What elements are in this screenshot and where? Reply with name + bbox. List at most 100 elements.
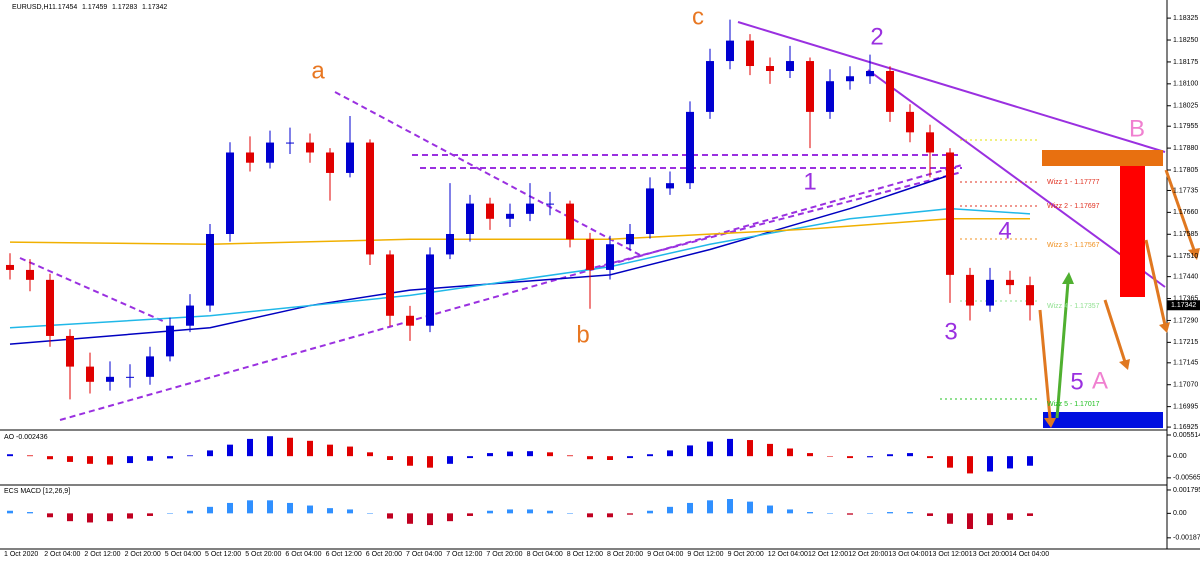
- histogram-bar: [1027, 456, 1033, 466]
- candle-body: [386, 254, 394, 316]
- y-tick-label: 1.18175: [1173, 59, 1198, 66]
- histogram-bar: [607, 513, 613, 518]
- y-tick-label: 1.16995: [1173, 403, 1198, 410]
- candle-body: [1026, 285, 1034, 306]
- histogram-bar: [387, 513, 393, 519]
- y-tick-label: 0.0017951: [1173, 487, 1200, 494]
- y-tick-label: 1.17215: [1173, 339, 1198, 346]
- histogram-bar: [807, 512, 813, 514]
- histogram-bar: [627, 513, 633, 515]
- histogram-bar: [167, 513, 173, 514]
- candle-body: [446, 233, 454, 255]
- drawings: [19, 21, 1200, 428]
- histogram-bar: [7, 510, 13, 514]
- candle-body: [946, 152, 954, 275]
- histogram-bar: [727, 438, 733, 457]
- candle-body: [986, 279, 994, 306]
- candle-body: [686, 111, 694, 184]
- x-tick-label: 2 Oct 12:00: [84, 551, 120, 558]
- candle-body: [586, 239, 594, 270]
- histogram-bar: [127, 456, 133, 464]
- x-tick-label: 9 Oct 20:00: [728, 551, 764, 558]
- x-tick-label: 13 Oct 12:00: [929, 551, 969, 558]
- histogram-bar: [947, 513, 953, 524]
- y-tick-label: 0.005514: [1173, 432, 1200, 439]
- histogram-bar: [67, 513, 73, 522]
- wave-label: b: [576, 321, 589, 348]
- candle-body: [646, 188, 654, 234]
- macd-title: ECS MACD [12,26,9]: [4, 488, 70, 495]
- histogram-bar: [567, 455, 573, 457]
- histogram-bar: [687, 445, 693, 457]
- y-tick-label: 1.18325: [1173, 15, 1198, 22]
- histogram-bar: [507, 451, 513, 457]
- wave-label: 4: [998, 217, 1011, 244]
- histogram-bar: [1007, 513, 1013, 520]
- x-tick-label: 6 Oct 20:00: [366, 551, 402, 558]
- candle-body: [466, 203, 474, 234]
- x-tick-label: 1 Oct 2020: [4, 551, 38, 558]
- wave-label: 5: [1070, 368, 1083, 395]
- histogram-bar: [87, 456, 93, 464]
- histogram-bar: [47, 513, 53, 518]
- histogram-bar: [787, 509, 793, 514]
- x-tick-label: 12 Oct 20:00: [848, 551, 888, 558]
- header-value: 1.17454: [52, 4, 77, 11]
- histogram-bar: [987, 456, 993, 472]
- candle-body: [346, 142, 354, 173]
- candle-body: [786, 61, 794, 71]
- histogram-bar: [247, 500, 253, 514]
- candle-body: [626, 233, 634, 245]
- x-tick-label: 6 Oct 12:00: [326, 551, 362, 558]
- histogram-bar: [287, 437, 293, 457]
- y-tick-label: -0.005659: [1173, 475, 1200, 482]
- histogram-bar: [867, 513, 873, 514]
- candle-body: [726, 40, 734, 62]
- histogram-bar: [47, 456, 53, 460]
- histogram-bar: [187, 510, 193, 514]
- histogram-bar: [207, 450, 213, 457]
- histogram-bar: [87, 513, 93, 523]
- histogram-bar: [187, 455, 193, 457]
- histogram-bar: [767, 505, 773, 514]
- wave-label: B: [1129, 115, 1145, 142]
- x-tick-label: 5 Oct 12:00: [205, 551, 241, 558]
- histogram-bar: [667, 450, 673, 457]
- histogram-bar: [307, 440, 313, 457]
- candle-body: [366, 142, 374, 255]
- x-tick-label: 2 Oct 04:00: [44, 551, 80, 558]
- histogram-bar: [887, 454, 893, 457]
- candle-body: [826, 81, 834, 112]
- histogram-bar: [27, 455, 33, 457]
- histogram-bar: [267, 500, 273, 514]
- histogram-bar: [167, 456, 173, 459]
- histogram-bar: [327, 444, 333, 457]
- histogram-bar: [647, 454, 653, 457]
- histogram-bar: [607, 456, 613, 460]
- histogram-bar: [107, 456, 113, 465]
- histogram-bar: [927, 513, 933, 516]
- candle-body: [306, 142, 314, 153]
- histogram-bar: [867, 456, 873, 458]
- ao-title: AO -0.002436: [4, 434, 48, 441]
- histogram-bar: [227, 502, 233, 514]
- candle-body: [866, 70, 874, 77]
- histogram-bar: [747, 440, 753, 457]
- y-tick-label: 1.17955: [1173, 123, 1198, 130]
- histogram-bar: [967, 513, 973, 529]
- histogram-bar: [647, 510, 653, 514]
- x-tick-label: 8 Oct 12:00: [567, 551, 603, 558]
- histogram-bar: [447, 456, 453, 464]
- histogram-bar: [407, 513, 413, 524]
- histogram-bar: [547, 452, 553, 457]
- histogram-bar: [587, 456, 593, 460]
- histogram-bar: [667, 506, 673, 514]
- candle-body: [886, 70, 894, 112]
- x-tick-label: 12 Oct 04:00: [768, 551, 808, 558]
- histogram-bar: [147, 456, 153, 461]
- candle-body: [66, 335, 74, 367]
- candle-body: [146, 356, 154, 377]
- candle-body: [766, 66, 774, 71]
- candle-body: [6, 264, 14, 270]
- histogram-bar: [887, 512, 893, 514]
